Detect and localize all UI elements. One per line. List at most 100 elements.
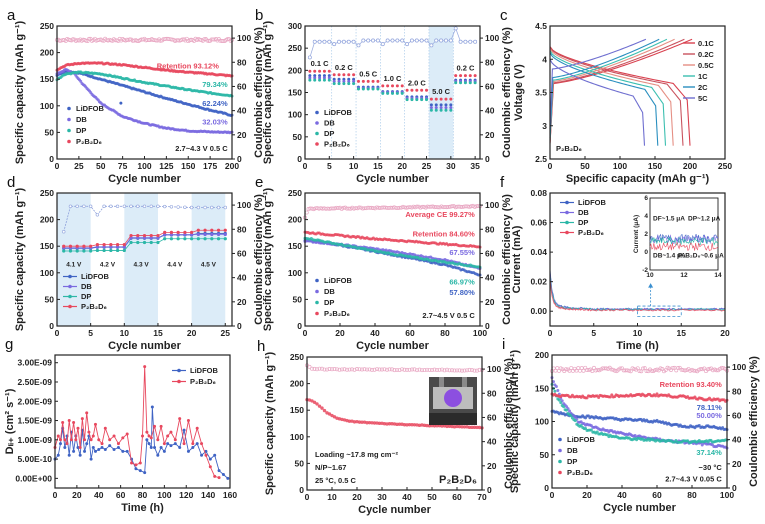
data-point-P2B2D6 (608, 395, 612, 399)
ce-point (564, 367, 568, 372)
shaded-region (124, 193, 158, 326)
plot-frame (56, 192, 233, 327)
legend-label: 0.1C (698, 39, 714, 48)
ce-point (136, 204, 140, 209)
data-point-DP (562, 405, 566, 409)
data-point-P2B2D6 (87, 430, 91, 434)
legend-marker (565, 230, 569, 235)
x-tick-label: 25 (422, 161, 432, 171)
annotation: Average CE 99.27% (405, 210, 475, 219)
data-point-DP (156, 240, 160, 245)
ce-point (467, 204, 472, 209)
y2-tick-label: 20 (485, 297, 495, 307)
data-point-P2B2D6 (61, 420, 65, 424)
legend-label: DP (81, 292, 91, 301)
ce-point (95, 213, 100, 217)
data-point-LiDFOB (186, 449, 190, 453)
x-tick-label: 175 (203, 161, 217, 171)
voltage-label: 4.4 V (167, 261, 183, 268)
data-point-LiDFOB (108, 444, 112, 448)
y2-tick-label: 40 (237, 273, 247, 283)
data-point-P2B2D6 (75, 244, 79, 248)
discharge-curve (549, 48, 674, 146)
data-point-P2B2D6 (420, 423, 424, 427)
legend-marker (315, 121, 319, 125)
plot-area (307, 26, 478, 159)
data-point-P2B2D6 (472, 425, 477, 430)
voltage-label: 4.1 V (66, 261, 82, 268)
ce-point (635, 366, 640, 371)
data-point-P2B2D6 (312, 400, 317, 404)
ce-point (335, 367, 339, 372)
data-point-DP (449, 108, 453, 112)
y2-tick-label: 20 (237, 297, 247, 307)
legend-label: LiDFOB (81, 272, 109, 281)
data-point-DP (327, 78, 331, 82)
y-tick-label: 4 (542, 54, 547, 64)
ce-point (196, 205, 201, 210)
x-tick-label: 20 (582, 490, 592, 500)
data-point-LiDFOB (156, 453, 160, 457)
ce-point (397, 368, 402, 372)
data-point-P2B2D6 (108, 438, 112, 442)
inset-y-tick-label: 2 (644, 231, 648, 238)
data-point-P2B2D6 (381, 84, 385, 88)
data-point-DP (313, 78, 317, 82)
data-point-DP (129, 240, 133, 245)
data-point-DP (89, 249, 93, 253)
legend-marker (67, 106, 71, 111)
y-tick-label: 0 (544, 483, 549, 493)
data-point-LiDFOB (313, 74, 317, 78)
data-point-P2B2D6 (361, 79, 365, 83)
data-point-DP (102, 248, 106, 253)
y2-axis-label: Coulombic efficiency (%) (503, 358, 515, 489)
y-tick-label: 4.5 (535, 21, 547, 31)
ce-point (109, 204, 113, 209)
ce-point (367, 367, 372, 372)
y-tick-label: 3.00E-09 (18, 358, 53, 368)
data-point-P2B2D6 (407, 422, 412, 427)
ce-point (405, 42, 410, 47)
panel-letter: d (7, 174, 15, 191)
data-point-DP (589, 428, 593, 432)
ce-point (628, 369, 633, 374)
ce-point (442, 368, 447, 373)
y-tick-label: 200 (290, 379, 304, 389)
ce-point (327, 39, 332, 44)
ce-point (352, 367, 357, 372)
data-point-DP (122, 248, 126, 253)
ce-point (400, 38, 405, 43)
data-point-DP (337, 82, 341, 86)
y-tick-label: 2.00E-09 (18, 396, 53, 406)
ce-point (446, 204, 451, 209)
ce-point (427, 367, 432, 372)
panel-b: b 0.1 C 0.2 C 0.5 C 1.0 C 2.0 C 5.0 C 0.2 C LiDF… (255, 7, 513, 185)
data-point-DP (149, 240, 153, 245)
data-point-LiDFOB (67, 453, 71, 457)
ce-point (402, 367, 407, 372)
ce-point (625, 368, 630, 373)
y-axis-label: Specific capacity (mAh g⁻¹) (262, 20, 274, 164)
annotation: 2.7~4.3 V 0.5 C (175, 144, 228, 153)
legend-marker (315, 131, 319, 136)
data-point-DB (434, 106, 438, 110)
data-point-P2B2D6 (93, 422, 97, 426)
data-point-P2B2D6 (327, 69, 331, 73)
plot-area (53, 365, 230, 480)
data-point-P2B2D6 (149, 436, 153, 440)
ce-point (472, 368, 477, 373)
ce-point (447, 368, 452, 373)
data-point-P2B2D6 (208, 465, 212, 469)
y2-tick-label: 40 (487, 437, 497, 447)
ce-point (434, 204, 439, 209)
ce-point (216, 205, 221, 210)
ce-point (380, 367, 384, 372)
ce-point (571, 368, 575, 373)
data-point-LiDFOB (342, 77, 346, 81)
ce-point (88, 204, 93, 209)
data-point-DP (68, 249, 73, 253)
data-point-P2B2D6 (125, 432, 129, 436)
data-point-P2B2D6 (89, 438, 93, 442)
y-tick-label: 200 (535, 350, 549, 360)
